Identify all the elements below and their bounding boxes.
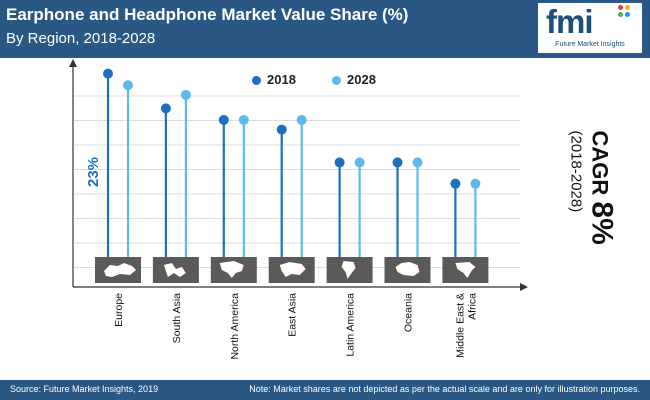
point-2028-oceania [412, 157, 423, 168]
point-2018-oceania [392, 157, 403, 168]
region-map-tiles [95, 257, 489, 283]
fmi-logo: fmi Future Market Insights [538, 3, 642, 53]
cagr-callout: CAGR 8% (2018-2028) [548, 131, 619, 290]
legend-marker-2018 [252, 76, 261, 85]
y-axis-arrow-icon [69, 59, 77, 67]
cagr-label: CAGR [587, 130, 613, 196]
x-tick-labels: Europe South Asia North America East Asia La… [113, 293, 478, 360]
legend-marker-2028 [332, 76, 341, 85]
footer-bar: Source: Future Market Insights, 2019 Not… [0, 380, 650, 400]
point-2028-north-america [238, 114, 249, 125]
legend-label-2028: 2028 [347, 72, 376, 87]
x-tick-label-europe: Europe [113, 293, 125, 327]
point-2018-south-asia [160, 103, 171, 114]
point-2018-middle-east-and-africa [450, 178, 461, 189]
annotation-23-percent: 23% [85, 157, 102, 187]
x-tick-label-north-america: North America [229, 293, 241, 360]
region-map-icon [341, 261, 356, 279]
point-2028-south-asia [180, 89, 191, 100]
region-map-icon [395, 262, 420, 276]
chart-title: Earphone and Headphone Market Value Shar… [6, 5, 409, 24]
legend-item-2018: 2018 [252, 72, 296, 87]
gridlines [74, 95, 520, 268]
x-tick-label-latin-america: Latin America [345, 293, 357, 357]
region-map-icon [455, 262, 476, 278]
chart-subtitle: By Region, 2018-2028 [6, 30, 156, 47]
x-tick-label-middle-east-and-africa: Middle East &Africa [454, 293, 478, 358]
axes [69, 59, 528, 291]
point-2018-europe [103, 68, 113, 79]
map-tile-middle-east-and-africa [442, 257, 489, 283]
point-2028-east-asia [296, 114, 307, 125]
map-tile-north-america [210, 257, 257, 283]
lollipop-dots [103, 68, 481, 189]
map-tile-east-asia [268, 257, 315, 283]
source-text: Source: Future Market Insights, 2019 [10, 384, 159, 394]
cagr-text: CAGR 8% (2018-2028) [568, 131, 619, 281]
map-tile-latin-america [326, 257, 373, 283]
legend-item-2028: 2028 [332, 72, 376, 87]
map-tile-europe [95, 257, 141, 283]
chart-area: Europe South Asia North America East Asia La… [69, 59, 528, 360]
logo-tagline: Future Market Insights [555, 41, 625, 48]
region-map-icon [279, 262, 306, 277]
map-tile-south-asia [152, 257, 199, 283]
x-tick-label-oceania: Oceania [403, 293, 415, 332]
point-2018-east-asia [276, 124, 287, 135]
header-banner: Earphone and Headphone Market Value Shar… [0, 0, 650, 58]
legend-label-2018: 2018 [267, 72, 296, 87]
note-text: Note: Market shares are not depicted as … [249, 384, 640, 394]
region-map-icon [104, 263, 136, 277]
x-tick-label-south-asia: South Asia [171, 293, 183, 343]
region-map-icon [219, 261, 244, 278]
logo-text: fmi [546, 3, 593, 40]
region-map-icon [163, 263, 186, 277]
point-2018-latin-america [334, 157, 345, 168]
point-2028-middle-east-and-africa [470, 178, 481, 189]
x-tick-label-east-asia: East Asia [287, 293, 299, 337]
point-2028-europe [123, 80, 133, 91]
point-2018-north-america [218, 114, 229, 125]
cagr-period: (2018-2028) [567, 130, 585, 213]
map-tile-oceania [384, 257, 431, 283]
point-2028-latin-america [354, 157, 365, 168]
cagr-value: 8% [585, 201, 619, 245]
lollipop-stems [106, 73, 477, 257]
x-axis-arrow-icon [520, 283, 528, 291]
